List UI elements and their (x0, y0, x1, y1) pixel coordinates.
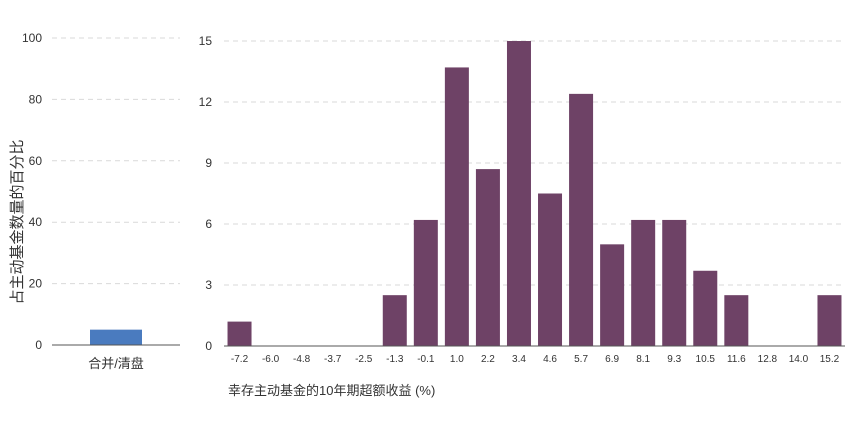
right-x-tick-label: 6.9 (605, 354, 619, 365)
right-bar (382, 295, 407, 346)
right-x-tick-label: 4.6 (543, 354, 557, 365)
right-gridlines (224, 40, 845, 286)
right-bar (227, 321, 252, 346)
right-x-tick-label: -0.1 (417, 354, 435, 365)
left-y-tick-label: 100 (22, 31, 42, 45)
right-panel: 0 3 6 9 12 15 -7.2 -6.0 -4.8 -3.7 -2.5 -1.3 -0.1 1.0… (199, 34, 845, 365)
right-x-tick-label: 9.3 (667, 354, 681, 365)
left-y-tick-label: 40 (29, 215, 43, 229)
left-y-tick-label: 20 (29, 277, 43, 291)
right-bar (631, 219, 656, 346)
right-y-tick-label: 0 (205, 339, 212, 353)
right-bar (817, 295, 842, 346)
left-y-tick-label: 60 (29, 154, 43, 168)
left-gridlines (52, 37, 180, 285)
right-x-tick-label: 14.0 (789, 354, 809, 365)
left-bar (90, 329, 142, 345)
right-bar (600, 244, 625, 346)
right-x-tick-label: -3.7 (324, 354, 342, 365)
right-bar (413, 219, 438, 346)
left-x-tick-label: 合并/清盘 (88, 356, 144, 371)
left-x-tick-labels: 合并/清盘 (88, 356, 144, 371)
right-x-tick-label: 1.0 (450, 354, 464, 365)
right-x-tick-label: 15.2 (820, 354, 840, 365)
right-bar (506, 41, 531, 346)
left-bars (90, 329, 142, 345)
right-x-tick-label: 10.5 (696, 354, 716, 365)
right-bar (724, 295, 749, 346)
right-x-tick-labels: -7.2 -6.0 -4.8 -3.7 -2.5 -1.3 -0.1 1.0 2.2 3.4 4.6… (231, 354, 840, 365)
right-y-tick-label: 6 (205, 217, 212, 231)
y-axis-label: 占主动基金数量的百分比 (9, 139, 26, 304)
right-y-tick-label: 9 (205, 156, 212, 170)
right-y-tick-label: 12 (199, 95, 213, 109)
right-bars (227, 41, 842, 346)
right-bar (475, 169, 500, 346)
right-x-tick-label: 8.1 (636, 354, 650, 365)
right-x-tick-label: -1.3 (386, 354, 404, 365)
right-y-tick-labels: 0 3 6 9 12 15 (199, 34, 213, 353)
right-x-tick-label: 2.2 (481, 354, 495, 365)
right-x-tick-label: -4.8 (293, 354, 311, 365)
right-x-tick-label: -6.0 (262, 354, 280, 365)
right-x-tick-label: 12.8 (758, 354, 778, 365)
right-x-tick-label: -2.5 (355, 354, 373, 365)
right-x-tick-label: -7.2 (231, 354, 249, 365)
left-y-tick-label: 0 (35, 338, 42, 352)
left-y-tick-labels: 0 20 40 60 80 100 (22, 31, 42, 352)
right-bar (569, 93, 594, 346)
left-y-tick-label: 80 (29, 92, 43, 106)
right-bar (693, 270, 718, 346)
right-x-tick-label: 5.7 (574, 354, 588, 365)
right-bar (538, 193, 563, 346)
x-axis-label: 幸存主动基金的10年期超额收益 (%) (228, 383, 435, 398)
right-bar (662, 219, 687, 346)
right-x-tick-label: 3.4 (512, 354, 526, 365)
right-bar (444, 67, 469, 346)
right-x-tick-label: 11.6 (727, 354, 746, 365)
left-panel: 0 20 40 60 80 100 合并/清盘 (22, 31, 180, 371)
right-y-tick-label: 15 (199, 34, 213, 48)
right-y-tick-label: 3 (205, 278, 212, 292)
